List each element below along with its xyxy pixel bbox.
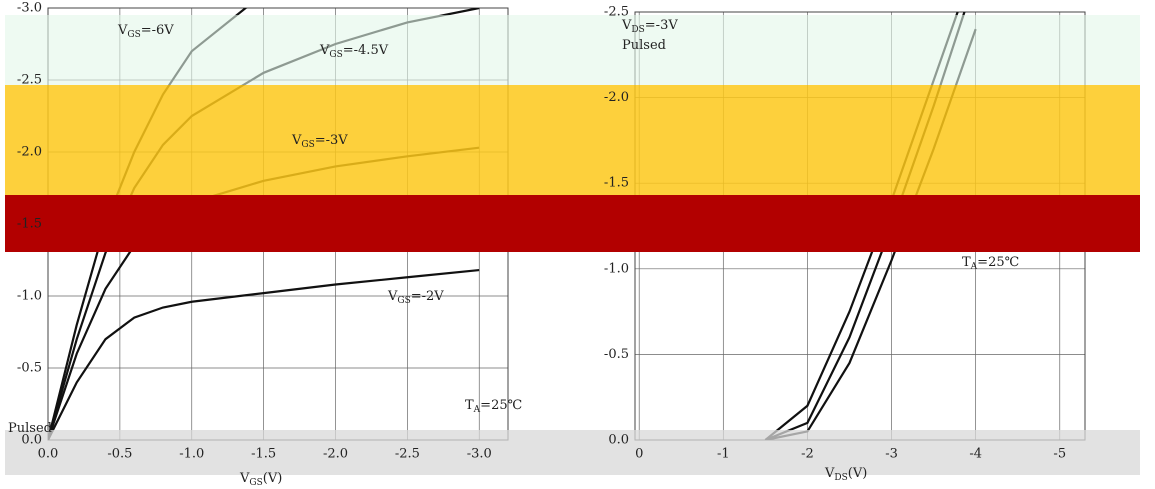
x-tick-label: -2.0 — [323, 447, 348, 462]
text-sub: GS — [127, 30, 140, 40]
band-red — [5, 195, 1140, 252]
text-main: T — [962, 255, 971, 270]
annotation: Pulsed — [622, 38, 666, 53]
text-sub: DS — [834, 473, 847, 483]
annotation: VGS=-2V — [387, 289, 444, 306]
text-rest: =-2V — [411, 289, 445, 304]
x-tick-label: 0 — [635, 447, 643, 462]
text-main: V — [239, 471, 250, 486]
text-rest: =-3V — [315, 133, 349, 148]
text-main: Pulsed — [8, 421, 52, 436]
y-tick-label: -1.0 — [17, 289, 42, 304]
x-tick-label: -1.0 — [179, 447, 204, 462]
text-sub: DS — [631, 25, 644, 35]
text-rest: (V) — [263, 471, 283, 486]
text-main: V — [117, 23, 128, 38]
y-tick-label: -3.0 — [17, 1, 42, 16]
text-main: Pulsed — [622, 38, 666, 53]
y-tick-label: -0.5 — [17, 361, 42, 376]
annotation: Pulsed — [8, 421, 52, 436]
text-sub: GS — [301, 140, 314, 150]
page: 0.0 -0.5 -1.0 -1.5 -2.0 -2.5 -3.0 0.0 -0.5 -1.0 -1… — [0, 0, 1155, 489]
x-tick-label: -3 — [885, 447, 898, 462]
text-main: V — [621, 18, 632, 33]
x-tick-label: -3.0 — [467, 447, 492, 462]
text-sub: GS — [397, 296, 410, 306]
text-sub: GS — [329, 50, 342, 60]
text-main: V — [291, 133, 302, 148]
text-rest: =25℃ — [480, 398, 522, 413]
band-green — [5, 15, 1140, 85]
y-tick-label: -2.5 — [17, 73, 42, 88]
x-tick-label: 0.0 — [38, 447, 59, 462]
text-rest: =-4.5V — [343, 43, 389, 58]
y-tick-label: -1.5 — [17, 217, 42, 232]
y-tick-label: -1.5 — [604, 176, 629, 191]
y-tick-label: -2.0 — [17, 145, 42, 160]
annotation: VGS=-6V — [117, 23, 174, 40]
text-rest: =-6V — [141, 23, 175, 38]
x-tick-label: -5 — [1053, 447, 1066, 462]
x-tick-label: -1.5 — [251, 447, 276, 462]
x-tick-label: -4 — [969, 447, 982, 462]
text-sub: GS — [249, 478, 262, 486]
x-tick-label: -2.5 — [395, 447, 420, 462]
x-tick-label: -1 — [717, 447, 730, 462]
text-rest: =-3V — [645, 18, 679, 33]
chart: 0.0 -0.5 -1.0 -1.5 -2.0 -2.5 -3.0 0.0 -0.5 -1.0 -1… — [0, 0, 1155, 485]
y-tick-label: -1.0 — [604, 261, 629, 276]
annotation: TA=25℃ — [465, 398, 522, 415]
text-rest: (V) — [848, 466, 868, 481]
annotation: VGS=-3V — [291, 133, 348, 150]
text-main: V — [319, 43, 330, 58]
text-rest: =25℃ — [977, 255, 1019, 270]
annotation: TA=25℃ — [962, 255, 1019, 272]
y-tick-label: -0.5 — [604, 347, 629, 362]
band-yellow — [5, 85, 1140, 195]
text-main: T — [465, 398, 474, 413]
x-tick-label: -0.5 — [107, 447, 132, 462]
y-tick-label: 0.0 — [608, 433, 629, 448]
y-tick-label: -2.0 — [604, 90, 629, 105]
annotation: VDS=-3V — [621, 18, 678, 35]
text-main: V — [387, 289, 398, 304]
x-tick-label: -2 — [801, 447, 814, 462]
text-main: V — [824, 466, 835, 481]
